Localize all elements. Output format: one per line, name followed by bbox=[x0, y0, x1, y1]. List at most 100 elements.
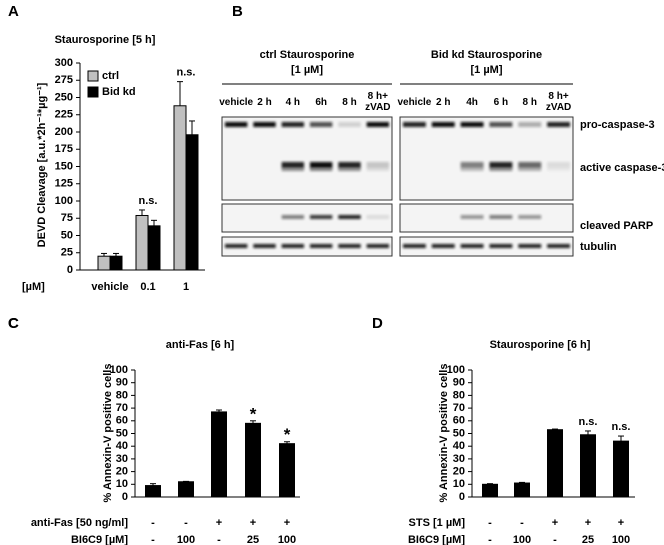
legend-label: Bid kd bbox=[102, 86, 136, 98]
blot-band bbox=[489, 244, 513, 248]
y-tick-label: 275 bbox=[55, 74, 73, 86]
y-tick-label: 20 bbox=[453, 466, 465, 478]
x-tick-label: 1 bbox=[183, 281, 189, 293]
lane-label: 8 h+ zVAD bbox=[365, 91, 391, 113]
chart-title: Staurosporine [5 h] bbox=[55, 34, 156, 46]
blot-band bbox=[518, 244, 542, 248]
x-tick-label: 0.1 bbox=[140, 281, 155, 293]
table-cell: 100 bbox=[513, 534, 531, 545]
blot-band bbox=[310, 244, 333, 248]
y-tick-label: 225 bbox=[55, 109, 73, 121]
error-bar bbox=[177, 81, 183, 106]
error-bar bbox=[552, 428, 558, 430]
blot-band bbox=[489, 162, 513, 168]
bar bbox=[211, 411, 227, 498]
y-axis-label: % Annexin-V positive cells bbox=[438, 364, 450, 503]
lane-label: vehicle bbox=[219, 96, 254, 108]
panel-letter: D bbox=[372, 315, 383, 332]
error-bar bbox=[519, 481, 525, 484]
table-cell: - bbox=[184, 517, 188, 529]
panel-letter: C bbox=[8, 315, 19, 332]
y-tick-label: 125 bbox=[55, 178, 73, 190]
x-axis-label: [µM] bbox=[22, 281, 45, 293]
y-tick-label: 80 bbox=[453, 389, 465, 401]
y-tick-label: 10 bbox=[116, 478, 128, 490]
blot-band bbox=[489, 168, 513, 171]
blot-band bbox=[518, 168, 542, 171]
y-tick-label: 150 bbox=[55, 160, 73, 172]
bar bbox=[147, 225, 161, 271]
y-axis-label: DEVD Cleavage [a.u.*2h⁻¹*µg⁻¹] bbox=[36, 82, 48, 247]
error-bar bbox=[189, 120, 195, 135]
lane-label: vehicle bbox=[397, 96, 432, 108]
bar bbox=[185, 134, 199, 271]
blot-band bbox=[518, 162, 542, 168]
blot-band bbox=[338, 168, 361, 171]
bar bbox=[178, 481, 194, 498]
table-cell: - bbox=[520, 517, 524, 529]
error-bar bbox=[250, 420, 256, 424]
bar bbox=[580, 434, 596, 498]
y-axis-label: % Annexin-V positive cells bbox=[102, 364, 114, 503]
panel-letter: C bbox=[8, 315, 19, 332]
blot-band bbox=[281, 122, 304, 127]
y-tick-label: 0 bbox=[67, 264, 73, 276]
y-tick-label: 200 bbox=[55, 126, 73, 138]
blot-band bbox=[460, 162, 484, 168]
y-tick-label: 100 bbox=[110, 364, 128, 376]
blot-band bbox=[338, 162, 361, 168]
bar bbox=[245, 422, 261, 498]
bar bbox=[514, 482, 530, 498]
y-tick-label: 100 bbox=[447, 364, 465, 376]
table-cell: - bbox=[488, 517, 492, 529]
table-row-label: anti-Fas [50 ng/ml] bbox=[31, 517, 129, 529]
table-cell: 100 bbox=[612, 534, 630, 545]
blot-band bbox=[338, 244, 361, 248]
blot-subtitle: [1 µM] bbox=[291, 64, 323, 76]
blot-band bbox=[403, 244, 426, 248]
row-label: pro-caspase-3 bbox=[580, 119, 655, 131]
bar bbox=[279, 443, 295, 498]
blot-title: ctrl Staurosporine bbox=[260, 49, 355, 61]
table-cell: 100 bbox=[177, 534, 195, 545]
blot-title: Bid kd Staurosporine bbox=[431, 49, 542, 61]
blot-band bbox=[460, 168, 484, 171]
y-tick-label: 250 bbox=[55, 91, 73, 103]
blot-band bbox=[431, 122, 455, 127]
lane-label: 8 h+ zVAD bbox=[545, 91, 572, 113]
y-tick-label: 40 bbox=[116, 440, 128, 452]
blot-band bbox=[281, 168, 304, 171]
blot-band bbox=[281, 244, 304, 248]
table-cell: 25 bbox=[582, 534, 594, 545]
table-cell: - bbox=[151, 534, 155, 545]
blot-band bbox=[310, 168, 333, 171]
bar bbox=[135, 214, 149, 271]
bar bbox=[109, 255, 123, 271]
blot-band bbox=[366, 215, 389, 219]
y-tick-label: 75 bbox=[61, 212, 73, 224]
table-cell: + bbox=[250, 517, 256, 529]
table-cell: 25 bbox=[247, 534, 259, 545]
error-bar bbox=[151, 219, 157, 226]
blot-band bbox=[366, 122, 389, 127]
blot-band bbox=[460, 122, 484, 127]
blot-subtitle: [1 µM] bbox=[470, 64, 502, 76]
x-tick-label: vehicle bbox=[91, 281, 128, 293]
y-tick-label: 50 bbox=[453, 427, 465, 439]
table-cell: - bbox=[553, 534, 557, 545]
y-tick-label: 30 bbox=[116, 453, 128, 465]
lane-label: 4h bbox=[466, 96, 478, 108]
blot-band bbox=[547, 168, 570, 171]
y-tick-label: 20 bbox=[116, 466, 128, 478]
y-tick-label: 0 bbox=[459, 491, 465, 503]
error-bar bbox=[216, 409, 222, 412]
blot-band bbox=[366, 244, 389, 248]
blot-band bbox=[310, 122, 333, 127]
blot-band bbox=[310, 162, 333, 168]
error-bar bbox=[113, 252, 119, 257]
blot-band bbox=[518, 215, 542, 219]
table-cell: 100 bbox=[278, 534, 296, 545]
blot-band bbox=[403, 122, 426, 127]
blot-band bbox=[489, 122, 513, 127]
